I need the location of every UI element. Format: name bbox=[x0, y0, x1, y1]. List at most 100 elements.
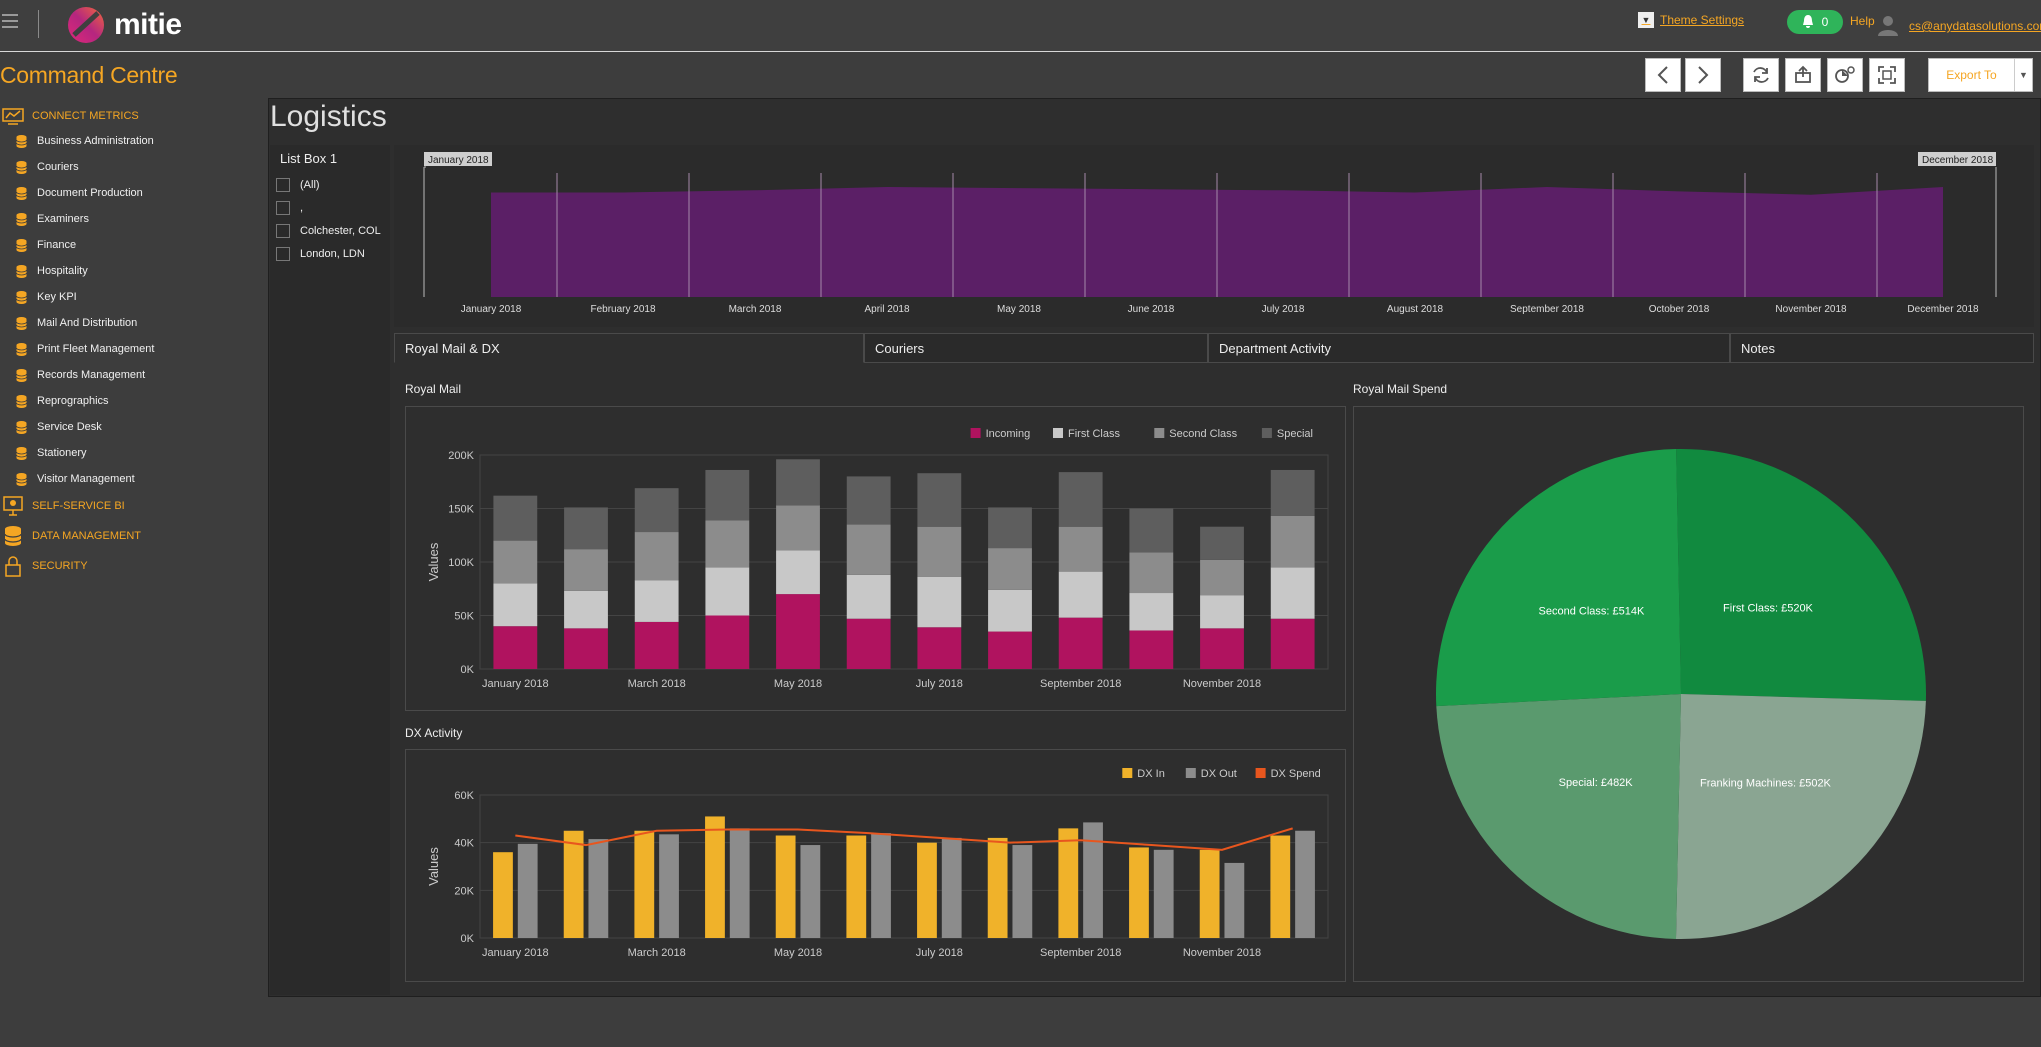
sidebar-item-key-kpi[interactable]: Key KPI bbox=[0, 284, 260, 310]
sidebar-item-service-desk[interactable]: Service Desk bbox=[0, 414, 260, 440]
self-service-icon bbox=[3, 496, 23, 516]
x-tick-label: November 2018 bbox=[1183, 678, 1261, 690]
chart-settings-icon bbox=[1835, 66, 1855, 83]
list-box-item[interactable]: Colchester, COL bbox=[276, 224, 381, 238]
export-label[interactable]: Export To bbox=[1946, 68, 1997, 82]
notifications-button[interactable]: 0 bbox=[1787, 10, 1843, 34]
checkbox[interactable] bbox=[276, 224, 290, 238]
mitie-logo[interactable]: mitie bbox=[64, 5, 182, 45]
next-button[interactable] bbox=[1685, 58, 1721, 92]
bar-dx-in bbox=[563, 830, 584, 938]
theme-settings-label[interactable]: Theme Settings bbox=[1660, 13, 1745, 27]
database-icon bbox=[4, 526, 22, 546]
visuals-button[interactable] bbox=[1827, 58, 1863, 92]
dropdown-icon[interactable]: ▼ bbox=[1638, 12, 1654, 28]
dx-activity-chart[interactable]: 0K 20K 40K 60K Values January 2018 March 2018 M… bbox=[406, 750, 1347, 983]
list-box-item[interactable]: (All) bbox=[276, 178, 320, 192]
legend-swatch bbox=[1261, 428, 1272, 438]
list-box-item[interactable]: , bbox=[276, 201, 303, 215]
bar-special bbox=[988, 507, 1032, 549]
sidebar-item-finance[interactable]: Finance bbox=[0, 232, 260, 258]
bar-dx-out bbox=[1083, 822, 1103, 938]
royal-mail-spend-pie-chart[interactable]: First Class: £520K Franking Machines: £50… bbox=[1354, 407, 2025, 983]
bar-incoming bbox=[705, 615, 750, 669]
sidebar-item-label: Examiners bbox=[37, 213, 89, 225]
export-dropdown[interactable]: Export To ▼ bbox=[1928, 58, 2033, 92]
user-email-link[interactable]: cs@anydatasolutions.com bbox=[1909, 19, 2041, 33]
sidebar-security[interactable]: SECURITY bbox=[0, 554, 260, 578]
sidebar-data-management[interactable]: DATA MANAGEMENT bbox=[0, 524, 260, 548]
tab-department-activity[interactable]: Department Activity bbox=[1208, 333, 1730, 363]
list-box-item[interactable]: London, LDN bbox=[276, 247, 365, 261]
share-button[interactable] bbox=[1785, 58, 1821, 92]
bar-dx-out bbox=[800, 845, 821, 938]
bar-dx-in bbox=[1199, 849, 1220, 938]
checkbox[interactable] bbox=[276, 201, 290, 215]
x-tick-label: November 2018 bbox=[1183, 947, 1261, 959]
sidebar-item-reprographics[interactable]: Reprographics bbox=[0, 388, 260, 414]
sidebar-item-label: Business Administration bbox=[37, 135, 154, 147]
list-box-item-label: (All) bbox=[300, 179, 320, 191]
fullscreen-button[interactable] bbox=[1869, 58, 1905, 92]
pie-slice bbox=[1436, 694, 1681, 939]
bar-special bbox=[1129, 508, 1174, 553]
lock-icon bbox=[5, 556, 21, 577]
sidebar-item-mail-and-distribution[interactable]: Mail And Distribution bbox=[0, 310, 260, 336]
y-tick-label: 50K bbox=[454, 611, 474, 623]
legend-swatch bbox=[1255, 768, 1266, 778]
top-bar: mitie ▼ Theme Settings 0 Help cs@anydata… bbox=[0, 0, 2041, 52]
checkbox[interactable] bbox=[276, 247, 290, 261]
tab-bar: Royal Mail & DX Couriers Department Acti… bbox=[394, 333, 2034, 363]
y-tick-label: 0K bbox=[461, 664, 475, 676]
timeline-month-label: October 2018 bbox=[1649, 304, 1710, 315]
sidebar-item-examiners[interactable]: Examiners bbox=[0, 206, 260, 232]
sidebar-connect-metrics[interactable]: CONNECT METRICS bbox=[0, 104, 260, 128]
dx-activity-chart-panel: 0K 20K 40K 60K Values January 2018 March 2018 M… bbox=[405, 749, 1346, 982]
timeline-month-label: June 2018 bbox=[1128, 304, 1175, 315]
tab-royal-mail-dx[interactable]: Royal Mail & DX bbox=[394, 333, 864, 363]
tab-notes[interactable]: Notes bbox=[1730, 333, 2034, 363]
sidebar-item-document-production[interactable]: Document Production bbox=[0, 180, 260, 206]
bar-first-class bbox=[493, 583, 538, 627]
logo-mark-icon bbox=[68, 7, 104, 43]
sidebar-item-visitor-management[interactable]: Visitor Management bbox=[0, 466, 260, 492]
y-axis-label: Values bbox=[426, 847, 441, 886]
connect-metrics-icon bbox=[2, 108, 24, 125]
sidebar-item-label: Couriers bbox=[37, 161, 79, 173]
tab-couriers[interactable]: Couriers bbox=[864, 333, 1208, 363]
bar-special bbox=[917, 473, 962, 527]
chevron-down-icon[interactable]: ▼ bbox=[2014, 59, 2032, 91]
sidebar-item-stationery[interactable]: Stationery bbox=[0, 440, 260, 466]
list-box: List Box 1 (All), Colchester, COL London, … bbox=[270, 145, 390, 995]
timeline-chart[interactable]: January 2018 December 2018 January 2018 Feb… bbox=[394, 145, 2034, 327]
sidebar-item-label: Visitor Management bbox=[37, 473, 135, 485]
sidebar-item-records-management[interactable]: Records Management bbox=[0, 362, 260, 388]
bar-dx-in bbox=[775, 835, 796, 938]
royal-mail-chart[interactable]: 0K 50K 100K 150K 200K Values January 2018 March… bbox=[406, 407, 1347, 712]
timeline-filter[interactable]: January 2018 December 2018 January 2018 Feb… bbox=[394, 145, 2034, 327]
bar-dx-in bbox=[846, 835, 867, 938]
bar-special bbox=[1200, 526, 1244, 560]
sidebar-self-service-bi[interactable]: SELF-SERVICE BI bbox=[0, 494, 260, 518]
checkbox[interactable] bbox=[276, 178, 290, 192]
sidebar-item-business-administration[interactable]: Business Administration bbox=[0, 128, 260, 154]
bar-incoming bbox=[1129, 630, 1174, 669]
theme-settings-link[interactable]: ▼ Theme Settings bbox=[1638, 12, 1744, 28]
previous-button[interactable] bbox=[1645, 58, 1681, 92]
refresh-button[interactable] bbox=[1743, 58, 1779, 92]
sidebar-item-hospitality[interactable]: Hospitality bbox=[0, 258, 260, 284]
bar-second-class bbox=[917, 526, 962, 577]
bar-incoming bbox=[917, 627, 962, 669]
sidebar-item-couriers[interactable]: Couriers bbox=[0, 154, 260, 180]
menu-icon[interactable] bbox=[2, 14, 18, 28]
dashboard-title: Logistics bbox=[270, 100, 387, 133]
bar-dx-in bbox=[493, 852, 513, 938]
legend-swatch bbox=[1154, 428, 1165, 438]
bar-special bbox=[1058, 472, 1103, 527]
bar-incoming bbox=[846, 618, 891, 669]
y-tick-label: 100K bbox=[448, 557, 474, 569]
help-link[interactable]: Help bbox=[1850, 14, 1875, 28]
royal-mail-spend-panel: First Class: £520K Franking Machines: £50… bbox=[1353, 406, 2024, 982]
user-avatar-icon[interactable] bbox=[1878, 14, 1898, 36]
sidebar-item-print-fleet-management[interactable]: Print Fleet Management bbox=[0, 336, 260, 362]
